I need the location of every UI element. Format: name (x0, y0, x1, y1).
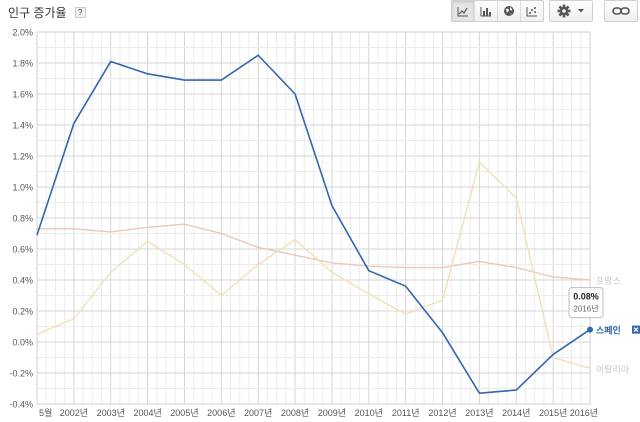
y-tick-label: 1.0% (12, 183, 33, 193)
scatter-chart-icon (526, 6, 537, 16)
plot-area-border (36, 31, 591, 405)
y-tick-label: 1.2% (12, 152, 33, 162)
remove-series-icon-glyph (633, 327, 639, 333)
help-icon[interactable]: ? (74, 6, 86, 18)
x-tick-label: 2003년 (97, 408, 125, 418)
gear-icon (557, 4, 570, 18)
chart-title: 인구 증가율 (8, 5, 67, 20)
bar-chart-button[interactable] (474, 1, 497, 21)
tooltip-year: 2016년 (573, 304, 598, 314)
settings-button[interactable] (549, 0, 593, 22)
chart-type-toolbar (451, 0, 544, 22)
link-toolbar (604, 0, 638, 22)
x-tick-label: 5월 (39, 407, 52, 418)
link-button[interactable] (604, 0, 638, 22)
remove-series-icon[interactable] (632, 325, 640, 334)
x-tick-label: 2010년 (355, 408, 383, 418)
map-chart-button[interactable] (497, 1, 520, 21)
tooltip-value: 0.08% (573, 292, 599, 302)
y-tick-label: -0.4% (9, 400, 33, 410)
x-tick-label: 2006년 (207, 408, 235, 418)
x-tick-label: 2002년 (60, 408, 88, 418)
y-tick-label: 2.0% (12, 28, 33, 38)
x-tick-label: 2009년 (318, 408, 346, 418)
globe-map-icon (504, 6, 514, 16)
series-line[interactable] (36, 161, 591, 370)
x-tick-label: 2005년 (170, 408, 198, 418)
series-line[interactable] (37, 223, 591, 281)
x-tick-label: 2013년 (465, 408, 493, 418)
y-tick-label: 1.4% (12, 121, 33, 131)
chart-type-group (451, 0, 544, 22)
x-tick-label: 2015년 (539, 408, 567, 418)
x-tick-label: 2014년 (502, 408, 530, 418)
x-tick-label: 2004년 (133, 408, 161, 418)
x-tick-label: 2008년 (281, 408, 309, 418)
x-tick-label: 2011년 (392, 408, 420, 418)
caret-down-icon (577, 9, 584, 13)
endpoint-marker[interactable] (587, 326, 593, 333)
line-chart-button[interactable] (452, 1, 474, 21)
y-tick-label: 0.2% (12, 307, 33, 317)
tooltip-box (568, 287, 604, 319)
y-tick-label: 0.8% (12, 214, 33, 224)
line-chart-icon (457, 6, 468, 16)
y-tick-label: 1.6% (12, 90, 33, 100)
series-label[interactable]: 이탈리아 (596, 364, 630, 374)
y-tick-label: 1.8% (12, 59, 33, 69)
series-line[interactable] (36, 54, 591, 394)
chart-header: 인구 증가율 ? (8, 4, 86, 20)
y-tick-label: 0.6% (12, 245, 33, 255)
y-tick-label: 0.0% (12, 338, 33, 348)
x-tick-label: 2012년 (428, 408, 456, 418)
series-label[interactable]: 스페인 (596, 325, 621, 336)
chain-link-icon (612, 7, 630, 15)
y-tick-label: -0.2% (9, 369, 33, 379)
bar-chart-icon (480, 6, 491, 16)
series-label[interactable]: 프랑스 (596, 275, 621, 286)
scatter-chart-button[interactable] (520, 1, 543, 21)
x-tick-label: 2016년 (570, 408, 598, 418)
settings-toolbar (549, 0, 593, 22)
y-tick-label: 0.4% (12, 276, 33, 286)
x-tick-label: 2007년 (244, 408, 272, 418)
